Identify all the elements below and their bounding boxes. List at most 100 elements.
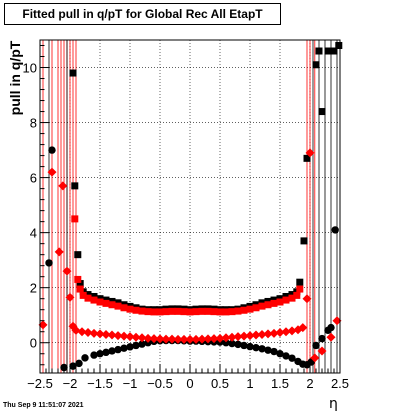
data-point	[197, 334, 207, 344]
data-point	[108, 347, 116, 355]
data-point	[95, 329, 105, 339]
data-point	[131, 332, 141, 342]
data-point	[326, 332, 336, 342]
data-point	[258, 302, 266, 310]
data-point	[65, 292, 75, 302]
data-point	[296, 278, 304, 286]
data-point	[222, 339, 230, 347]
data-point	[282, 296, 290, 304]
data-point	[76, 285, 84, 293]
data-point	[270, 347, 278, 356]
x-tick-label: 0	[186, 376, 193, 391]
data-point	[62, 266, 72, 276]
data-point	[303, 154, 311, 162]
data-point	[228, 308, 236, 316]
data-point	[150, 308, 158, 316]
error-bars	[42, 40, 338, 373]
data-point	[77, 327, 87, 337]
data-point	[60, 363, 68, 372]
data-point	[276, 350, 284, 358]
data-point	[74, 251, 82, 259]
data-point	[324, 47, 332, 55]
x-tick-label: −1.5	[87, 376, 113, 391]
data-point	[81, 354, 89, 362]
x-tick-label: −0.5	[147, 376, 173, 391]
data-point	[270, 299, 278, 307]
data-point	[126, 343, 134, 351]
data-point	[108, 301, 116, 309]
data-point	[48, 146, 56, 154]
data-point	[173, 334, 183, 344]
data-point	[167, 334, 177, 344]
data-point	[269, 328, 279, 338]
y-tick-label: 6	[30, 171, 37, 186]
data-point	[204, 307, 212, 315]
data-point	[75, 359, 83, 368]
data-point	[102, 299, 110, 307]
x-tick-label: 2	[306, 376, 313, 391]
tick-labels: −2.5 −2 −1.5 −1 −0.5 0 0.5 1 1.5 2 2.5 0 2 4 6 8 10	[23, 61, 350, 391]
data-point	[300, 237, 308, 245]
data-point	[310, 353, 320, 363]
data-point	[332, 316, 342, 326]
y-tick-label: 8	[30, 116, 37, 131]
data-point	[203, 334, 213, 344]
data-point	[264, 346, 272, 354]
data-point	[192, 308, 200, 316]
data-point	[156, 308, 164, 316]
y-tick-label: 10	[23, 61, 37, 76]
data-point	[234, 307, 242, 315]
data-point	[317, 346, 327, 356]
x-tick-label: −2.5	[27, 376, 53, 391]
data-point	[102, 348, 110, 357]
data-point	[239, 331, 249, 341]
data-point	[144, 308, 152, 316]
data-point	[245, 331, 255, 341]
data-point	[101, 329, 111, 339]
data-point	[71, 215, 79, 223]
y-tick-label: 2	[30, 281, 37, 296]
data-point	[293, 291, 301, 299]
data-point	[288, 294, 296, 302]
data-point	[263, 329, 273, 339]
data-point	[90, 351, 98, 359]
data-point	[79, 291, 87, 299]
data-point	[318, 108, 326, 116]
data-point	[246, 342, 254, 351]
data-point	[312, 341, 320, 350]
data-point	[161, 334, 171, 344]
data-point	[69, 362, 77, 370]
data-point	[228, 339, 236, 348]
data-point	[185, 334, 195, 344]
data-point	[114, 302, 122, 310]
data-point	[84, 294, 92, 302]
data-point	[276, 298, 284, 306]
data-point	[119, 331, 129, 341]
data-point	[120, 344, 128, 352]
data-point	[210, 308, 218, 316]
data-point	[227, 332, 237, 342]
data-point	[305, 148, 315, 158]
data-point	[198, 307, 206, 315]
x-tick-label: 1	[246, 376, 253, 391]
data-point	[298, 323, 308, 333]
data-point	[258, 345, 266, 353]
data-point	[179, 334, 189, 344]
data-point	[209, 334, 219, 344]
data-point	[90, 296, 98, 304]
data-point	[221, 333, 231, 343]
data-point	[275, 328, 285, 338]
data-point	[90, 292, 98, 300]
data-point	[287, 326, 297, 336]
data-point	[132, 341, 140, 350]
data-point	[264, 301, 272, 309]
data-point	[54, 247, 64, 257]
x-tick-label: 1.5	[271, 376, 289, 391]
data-point	[89, 328, 99, 338]
x-tick-label: 0.5	[211, 376, 229, 391]
data-point	[38, 320, 48, 330]
data-point	[113, 331, 123, 341]
data-point	[174, 307, 182, 315]
data-point	[162, 308, 170, 316]
